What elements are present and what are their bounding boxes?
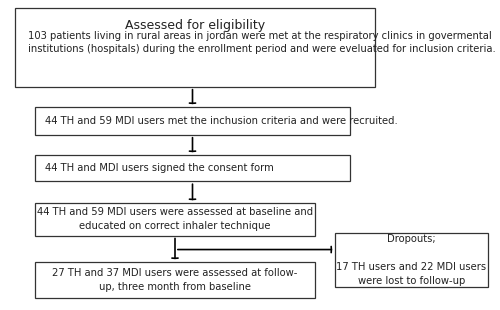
Text: 44 TH and MDI users signed the consent form: 44 TH and MDI users signed the consent f… — [45, 163, 274, 173]
Text: 44 TH and 59 MDI users were assessed at baseline and
educated on correct inhaler: 44 TH and 59 MDI users were assessed at … — [37, 207, 313, 231]
Text: Assessed for eligibility: Assessed for eligibility — [125, 19, 265, 32]
Text: 44 TH and 59 MDI users met the inchusion criteria and were recruited.: 44 TH and 59 MDI users met the inchusion… — [45, 116, 398, 126]
Bar — [35, 262, 315, 298]
Text: 27 TH and 37 MDI users were assessed at follow-
up, three month from baseline: 27 TH and 37 MDI users were assessed at … — [52, 268, 298, 292]
Bar — [335, 232, 488, 287]
Bar — [35, 155, 350, 181]
Bar — [15, 8, 375, 87]
Text: Dropouts;

17 TH users and 22 MDI users
were lost to follow-up: Dropouts; 17 TH users and 22 MDI users w… — [336, 234, 486, 286]
Text: 103 patients living in rural areas in jordan were met at the respiratory clinics: 103 patients living in rural areas in jo… — [28, 31, 495, 54]
Bar — [35, 203, 315, 236]
Bar — [35, 107, 350, 135]
